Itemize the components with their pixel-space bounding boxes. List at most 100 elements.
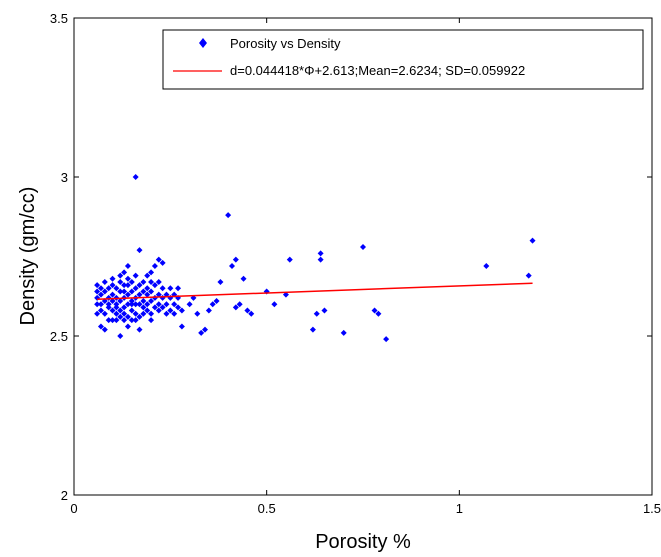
data-point [155, 307, 162, 314]
data-point [132, 301, 139, 308]
data-point [171, 301, 178, 308]
data-point [148, 298, 155, 305]
data-point [140, 298, 147, 305]
data-point [144, 301, 151, 308]
data-point [109, 307, 116, 314]
data-point [525, 272, 532, 279]
data-point [136, 301, 143, 308]
x-tick-label: 1.5 [643, 501, 661, 516]
data-point [175, 285, 182, 292]
data-point [124, 291, 131, 298]
data-point [163, 301, 170, 308]
legend-marker-diamond [199, 38, 207, 48]
data-layer [94, 174, 536, 343]
data-point [124, 275, 131, 282]
data-point [375, 310, 382, 317]
data-point [225, 212, 232, 219]
axis-ticks: 0 0.5 1 1.5 2 2.5 3 3.5 [50, 11, 661, 516]
data-point [121, 304, 128, 311]
data-point [136, 282, 143, 289]
data-point [117, 333, 124, 339]
data-point [117, 288, 124, 295]
data-point [94, 282, 101, 289]
data-point [117, 313, 124, 320]
data-point [529, 237, 536, 244]
data-point [248, 310, 255, 317]
data-point [117, 298, 124, 305]
data-point [340, 329, 347, 336]
data-point [171, 310, 178, 317]
data-point [383, 336, 390, 343]
data-point [136, 291, 143, 298]
data-point [144, 291, 151, 298]
data-point [105, 317, 112, 324]
data-point [232, 304, 239, 311]
data-point [124, 323, 131, 330]
data-point [97, 307, 104, 314]
data-point [124, 301, 131, 308]
data-point [128, 317, 135, 324]
data-point [109, 298, 116, 305]
data-point [155, 301, 162, 308]
data-point [167, 307, 174, 314]
data-point [140, 310, 147, 317]
data-point [117, 307, 124, 314]
data-point [205, 307, 212, 314]
data-point [101, 326, 108, 333]
data-point [124, 313, 131, 320]
plot-area [74, 18, 652, 495]
data-point [97, 301, 104, 308]
data-point [97, 285, 104, 292]
data-point [128, 288, 135, 295]
data-point [109, 275, 116, 282]
y-tick-label: 3 [61, 170, 68, 185]
data-point [151, 304, 158, 311]
data-point [109, 291, 116, 298]
data-point [113, 310, 120, 317]
data-point [198, 329, 205, 336]
data-point [121, 282, 128, 289]
data-point [309, 326, 316, 333]
data-point [186, 301, 193, 308]
data-point [105, 285, 112, 292]
data-point [94, 310, 101, 317]
data-point [163, 310, 170, 317]
data-point [144, 307, 151, 314]
data-point [228, 263, 235, 270]
data-point [178, 307, 185, 314]
data-point [371, 307, 378, 314]
data-point [202, 326, 209, 333]
data-point [128, 301, 135, 308]
data-point [105, 301, 112, 308]
data-point [151, 263, 158, 270]
data-point [240, 275, 247, 282]
data-point [483, 263, 490, 270]
data-point [148, 317, 155, 324]
data-point [140, 304, 147, 311]
data-point [97, 323, 104, 330]
data-point [117, 272, 124, 279]
data-point [132, 310, 139, 317]
data-point [217, 278, 224, 285]
data-point [282, 291, 289, 298]
data-point [128, 307, 135, 314]
data-point [136, 326, 143, 333]
legend-series-fit: d=0.044418*Φ+2.613;Mean=2.6234; SD=0.059… [230, 63, 525, 78]
data-point [94, 301, 101, 308]
data-point [113, 304, 120, 311]
data-point [321, 307, 328, 314]
x-tick-label: 0 [70, 501, 77, 516]
data-point [121, 310, 128, 317]
data-point [159, 259, 166, 266]
data-point [121, 317, 128, 324]
data-point [94, 288, 101, 295]
data-point [159, 285, 166, 292]
data-point [144, 285, 151, 292]
data-point [317, 256, 324, 263]
data-point [124, 263, 131, 270]
data-point [194, 310, 201, 317]
data-point [121, 269, 128, 276]
data-point [232, 256, 239, 263]
plot-frame [73, 17, 653, 496]
